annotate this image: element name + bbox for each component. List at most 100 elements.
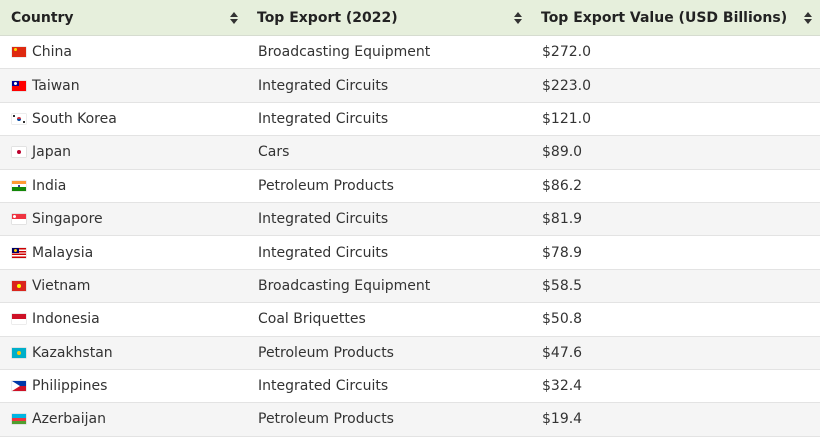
- china-flag-icon: [12, 47, 26, 58]
- country-name: Japan: [32, 144, 72, 161]
- top-export-cell: Integrated Circuits: [246, 235, 530, 270]
- sort-icon[interactable]: [802, 11, 814, 25]
- column-header-label: Top Export (2022): [257, 9, 398, 26]
- table-row: Japan Cars $89.0: [0, 135, 820, 170]
- sort-icon[interactable]: [512, 11, 524, 25]
- export-value-cell: $78.9: [530, 235, 820, 270]
- country-name: Kazakhstan: [32, 344, 113, 361]
- export-value-cell: $89.0: [530, 135, 820, 170]
- country-cell: Indonesia: [0, 302, 246, 337]
- country-cell: Vietnam: [0, 269, 246, 304]
- sort-icon[interactable]: [228, 11, 240, 25]
- japan-flag-icon: [12, 147, 26, 158]
- table-row: Indonesia Coal Briquettes $50.8: [0, 302, 820, 337]
- top-export-cell: Petroleum Products: [246, 169, 530, 203]
- export-value-cell: $81.9: [530, 202, 820, 237]
- export-value: $58.5: [542, 277, 583, 294]
- kazakhstan-flag-icon: [12, 347, 26, 358]
- table-row: Kazakhstan Petroleum Products $47.6: [0, 336, 820, 370]
- country-cell: Azerbaijan: [0, 402, 246, 437]
- philippines-flag-icon: [12, 381, 26, 392]
- country-name: Philippines: [32, 378, 108, 395]
- country-cell: South Korea: [0, 102, 246, 137]
- country-name: Vietnam: [32, 277, 91, 294]
- export-value-cell: $272.0: [530, 35, 820, 70]
- country-name: South Korea: [32, 110, 117, 127]
- country-cell: Singapore: [0, 202, 246, 237]
- table-row: Singapore Integrated Circuits $81.9: [0, 202, 820, 237]
- column-header-export-value[interactable]: Top Export Value (USD Billions): [530, 0, 820, 36]
- export-value-cell: $58.5: [530, 269, 820, 304]
- country-name: India: [32, 177, 67, 194]
- table-row: India Petroleum Products $86.2: [0, 169, 820, 203]
- top-export-name: Cars: [258, 144, 290, 161]
- top-export-cell: Integrated Circuits: [246, 202, 530, 237]
- country-name: Indonesia: [32, 311, 100, 328]
- country-cell: Kazakhstan: [0, 336, 246, 370]
- top-export-name: Integrated Circuits: [258, 378, 389, 395]
- country-name: Taiwan: [32, 77, 80, 94]
- country-cell: Malaysia: [0, 235, 246, 270]
- table-row: South Korea Integrated Circuits $121.0: [0, 102, 820, 137]
- top-export-cell: Integrated Circuits: [246, 369, 530, 404]
- country-cell: Philippines: [0, 369, 246, 404]
- country-name: Singapore: [32, 211, 103, 228]
- country-cell: Taiwan: [0, 68, 246, 103]
- export-value-cell: $223.0: [530, 68, 820, 103]
- top-export-cell: Integrated Circuits: [246, 102, 530, 137]
- export-value: $89.0: [542, 144, 583, 161]
- top-export-cell: Broadcasting Equipment: [246, 269, 530, 304]
- export-value: $223.0: [542, 77, 591, 94]
- top-export-name: Petroleum Products: [258, 177, 394, 194]
- table-row: China Broadcasting Equipment $272.0: [0, 35, 820, 70]
- export-value: $78.9: [542, 244, 583, 261]
- top-export-cell: Petroleum Products: [246, 336, 530, 370]
- malaysia-flag-icon: [12, 247, 26, 258]
- azerbaijan-flag-icon: [12, 414, 26, 425]
- top-export-name: Integrated Circuits: [258, 77, 389, 94]
- table-row: Malaysia Integrated Circuits $78.9: [0, 235, 820, 270]
- country-name: Azerbaijan: [32, 411, 106, 428]
- vietnam-flag-icon: [12, 280, 26, 291]
- country-cell: India: [0, 169, 246, 203]
- export-value: $86.2: [542, 177, 583, 194]
- top-export-name: Petroleum Products: [258, 411, 394, 428]
- column-header-label: Top Export Value (USD Billions): [541, 9, 788, 26]
- export-value: $19.4: [542, 411, 583, 428]
- table-row: Vietnam Broadcasting Equipment $58.5: [0, 269, 820, 304]
- country-cell: China: [0, 35, 246, 70]
- export-value-cell: $32.4: [530, 369, 820, 404]
- table-row: Taiwan Integrated Circuits $223.0: [0, 68, 820, 103]
- export-value: $272.0: [542, 44, 591, 61]
- country-name: China: [32, 44, 72, 61]
- column-header-country[interactable]: Country: [0, 0, 246, 36]
- taiwan-flag-icon: [12, 80, 26, 91]
- export-value-cell: $47.6: [530, 336, 820, 370]
- top-export-name: Integrated Circuits: [258, 244, 389, 261]
- top-export-cell: Integrated Circuits: [246, 68, 530, 103]
- top-export-name: Broadcasting Equipment: [258, 277, 431, 294]
- export-value: $47.6: [542, 344, 583, 361]
- export-value-cell: $86.2: [530, 169, 820, 203]
- export-value-cell: $50.8: [530, 302, 820, 337]
- export-value-cell: $121.0: [530, 102, 820, 137]
- top-export-cell: Coal Briquettes: [246, 302, 530, 337]
- column-header-label: Country: [11, 9, 74, 26]
- export-value: $50.8: [542, 311, 583, 328]
- top-export-cell: Cars: [246, 135, 530, 170]
- country-name: Malaysia: [32, 244, 94, 261]
- india-flag-icon: [12, 180, 26, 191]
- header-row: Country Top Export (2022) Top Export Val…: [0, 0, 820, 36]
- export-value: $121.0: [542, 110, 591, 127]
- top-export-cell: Broadcasting Equipment: [246, 35, 530, 70]
- export-value: $81.9: [542, 211, 583, 228]
- top-export-name: Petroleum Products: [258, 344, 394, 361]
- top-export-name: Coal Briquettes: [258, 311, 366, 328]
- column-header-top-export[interactable]: Top Export (2022): [246, 0, 530, 36]
- table-row: Philippines Integrated Circuits $32.4: [0, 369, 820, 404]
- export-value-cell: $19.4: [530, 402, 820, 437]
- indonesia-flag-icon: [12, 314, 26, 325]
- south-korea-flag-icon: [12, 113, 26, 124]
- top-export-cell: Petroleum Products: [246, 402, 530, 437]
